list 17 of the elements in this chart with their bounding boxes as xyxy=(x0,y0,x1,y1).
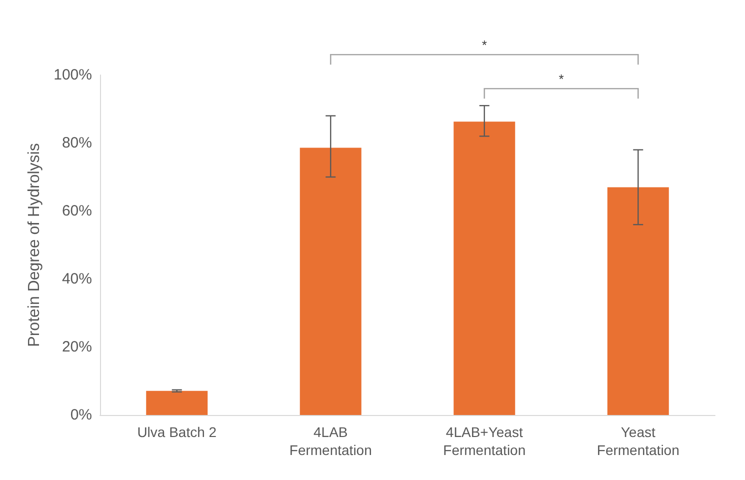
bar xyxy=(146,390,208,415)
y-tick-label: 20% xyxy=(62,338,92,356)
y-tick-label: 60% xyxy=(62,202,92,220)
y-tick-label: 100% xyxy=(54,66,92,84)
x-tick-label: 4LAB+Yeast Fermentation xyxy=(443,424,526,458)
x-tick-label: 4LAB Fermentation xyxy=(289,424,372,458)
y-tick-label: 40% xyxy=(62,270,92,288)
x-tick-label: Yeast Fermentation xyxy=(596,424,680,458)
annotation: * xyxy=(558,72,564,87)
bar xyxy=(607,187,669,415)
y-axis-title: Protein Degree of Hydrolysis xyxy=(26,143,44,347)
x-tick-label: Ulva Batch 2 xyxy=(137,424,217,440)
bar xyxy=(300,148,362,415)
bar xyxy=(454,122,516,415)
text: * xyxy=(482,38,487,53)
y-tick-label: 80% xyxy=(62,134,92,152)
y-tick-label: 0% xyxy=(70,406,92,424)
